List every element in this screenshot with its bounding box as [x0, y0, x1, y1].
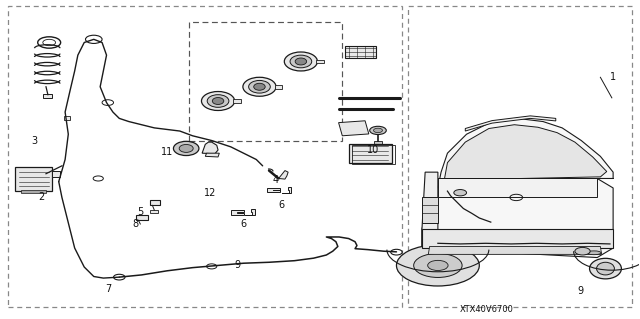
Circle shape	[396, 245, 479, 286]
Bar	[316, 60, 324, 63]
Circle shape	[575, 248, 590, 255]
Bar	[52, 171, 60, 177]
Text: 2: 2	[38, 192, 44, 203]
Bar	[275, 85, 282, 89]
Ellipse shape	[212, 98, 224, 105]
Bar	[150, 210, 158, 213]
Text: 10: 10	[367, 145, 379, 155]
Polygon shape	[438, 118, 613, 188]
Ellipse shape	[202, 92, 235, 110]
Text: 9: 9	[234, 260, 240, 271]
Circle shape	[454, 189, 467, 196]
Text: 12: 12	[204, 188, 216, 198]
Text: 5: 5	[137, 207, 143, 217]
Text: 9: 9	[577, 286, 583, 296]
Polygon shape	[444, 125, 607, 180]
Bar	[64, 115, 70, 120]
Bar	[346, 46, 376, 58]
Bar	[20, 190, 46, 193]
Text: 1: 1	[610, 72, 616, 82]
Ellipse shape	[596, 262, 614, 275]
Circle shape	[374, 128, 383, 133]
Bar	[349, 144, 392, 163]
Bar	[374, 141, 382, 144]
Bar	[352, 145, 395, 164]
Text: 11: 11	[161, 147, 173, 157]
Ellipse shape	[173, 141, 199, 156]
Polygon shape	[246, 210, 255, 215]
Polygon shape	[422, 172, 438, 248]
Polygon shape	[422, 169, 613, 257]
Polygon shape	[282, 187, 291, 193]
Polygon shape	[422, 229, 613, 248]
Ellipse shape	[589, 258, 621, 279]
Bar	[339, 121, 369, 136]
Ellipse shape	[243, 77, 276, 96]
Bar	[43, 94, 52, 98]
Text: 3: 3	[31, 136, 38, 145]
Polygon shape	[205, 153, 220, 157]
Polygon shape	[465, 116, 556, 131]
Polygon shape	[422, 197, 438, 223]
Circle shape	[413, 253, 462, 278]
Bar	[136, 215, 148, 220]
Bar	[234, 99, 241, 103]
Polygon shape	[278, 171, 288, 179]
Ellipse shape	[248, 80, 270, 93]
Ellipse shape	[295, 58, 307, 65]
Text: 6: 6	[241, 219, 246, 229]
Text: XTX40V6700: XTX40V6700	[460, 305, 514, 314]
Ellipse shape	[290, 55, 312, 68]
Text: 6: 6	[278, 200, 285, 210]
Text: 7: 7	[106, 284, 111, 294]
Polygon shape	[438, 178, 597, 197]
Polygon shape	[231, 210, 244, 214]
Bar	[15, 167, 52, 191]
Polygon shape	[267, 188, 280, 192]
Polygon shape	[428, 247, 602, 254]
Bar	[150, 200, 160, 205]
Text: 8: 8	[132, 219, 138, 229]
Polygon shape	[202, 142, 218, 154]
Circle shape	[370, 126, 387, 135]
Ellipse shape	[207, 95, 229, 107]
Ellipse shape	[179, 145, 193, 152]
Text: 4: 4	[273, 175, 278, 185]
Ellipse shape	[284, 52, 317, 71]
Circle shape	[428, 260, 448, 271]
Ellipse shape	[587, 251, 601, 255]
Ellipse shape	[253, 83, 265, 90]
